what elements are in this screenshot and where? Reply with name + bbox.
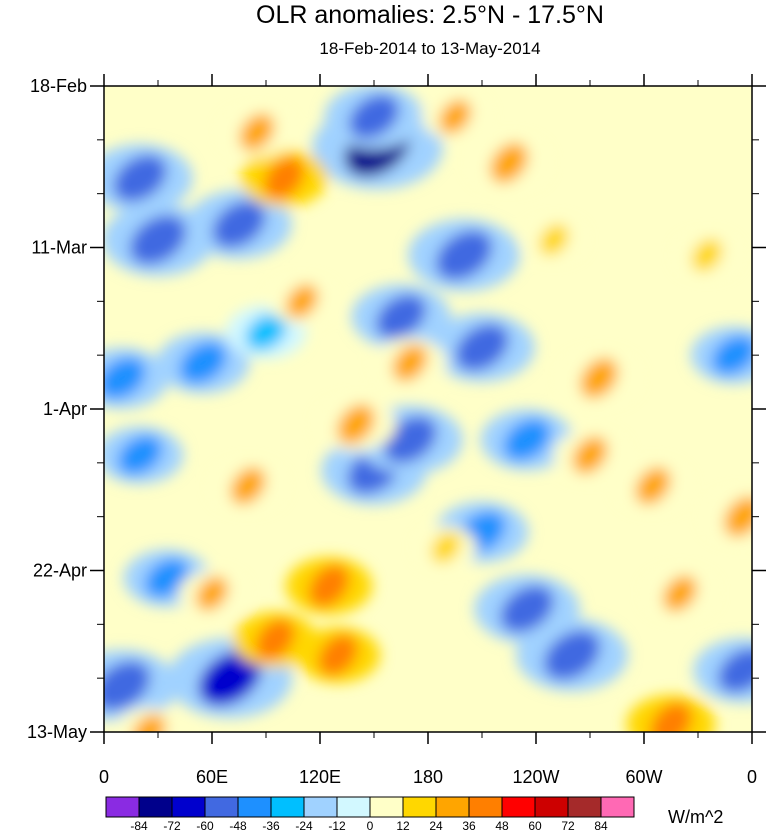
anomaly-feature [439, 99, 471, 134]
anomaly-feature [392, 344, 428, 382]
anomaly-feature [212, 200, 266, 248]
colorbar-level-label: 12 [396, 819, 410, 833]
colorbar-level-label: 24 [429, 819, 443, 833]
y-tick-label: 18-Feb [30, 76, 87, 96]
anomaly-feature [348, 94, 400, 139]
colorbar-level-label: 72 [561, 819, 575, 833]
colorbar-swatch [567, 796, 602, 818]
colorbar-swatch [402, 796, 437, 818]
x-tick-label: 120W [512, 767, 559, 787]
x-tick-label: 0 [99, 767, 109, 787]
anomaly-feature [717, 648, 752, 693]
anomaly-feature [132, 714, 166, 732]
anomaly-feature [375, 294, 427, 339]
colorbar-swatch [369, 796, 404, 818]
colorbar-level-label: 60 [528, 819, 542, 833]
anomaly-feature [145, 558, 189, 598]
colorbar-level-label: 0 [367, 819, 374, 833]
anomaly-feature [383, 416, 437, 464]
x-axis: 0 60E 120E 180 120W 60W 0 [99, 74, 757, 787]
anomaly-feature [543, 630, 601, 680]
anomaly-feature [104, 661, 151, 711]
anomaly-feature [663, 575, 697, 612]
anomaly-feature [580, 358, 618, 399]
colorbar-level-label: 84 [594, 819, 608, 833]
colorbar-swatch [435, 796, 470, 818]
anomaly-feature [539, 224, 569, 256]
anomaly-feature [308, 564, 350, 608]
anomaly-feature [118, 435, 162, 475]
colorbar-swatch [501, 796, 536, 818]
anomaly-feature [245, 313, 287, 351]
chart-title: OLR anomalies: 2.5°N - 17.5°N [256, 1, 604, 29]
y-tick-label: 11-Mar [31, 238, 87, 258]
x-tick-label: 180 [413, 767, 443, 787]
colorbar-swatch [138, 796, 173, 818]
colorbar-level-label: 48 [495, 819, 509, 833]
anomaly-feature [337, 404, 375, 445]
anomaly-feature [104, 357, 146, 400]
y-tick-label: 1-Apr [43, 399, 87, 419]
colorbar-level-label: -72 [163, 819, 181, 833]
colorbar-level-label: -24 [295, 819, 313, 833]
anomaly-feature [455, 323, 509, 371]
colorbar-swatch [204, 796, 239, 818]
plot-area [104, 86, 752, 732]
anomaly-feature [113, 154, 167, 202]
colorbar-swatch [303, 796, 338, 818]
y-axis: 18-Feb 11-Mar 1-Apr 22-Apr 13-May [27, 76, 766, 742]
colorbar-level-label: -60 [196, 819, 214, 833]
anomaly-feature [691, 239, 723, 272]
anomaly-feature [431, 532, 461, 563]
colorbar-level-label: -84 [130, 819, 148, 833]
colorbar-level-label: -36 [262, 819, 280, 833]
anomaly-feature [286, 284, 318, 319]
colorbar-swatch [270, 796, 305, 818]
anomaly-feature [635, 467, 671, 505]
anomaly-feature [503, 418, 551, 461]
y-tick-label: 13-May [27, 722, 87, 742]
anomaly-feature [712, 335, 752, 375]
x-tick-label: 0 [747, 767, 757, 787]
colorbar-swatch [237, 796, 272, 818]
colorbar-swatch [534, 796, 569, 818]
anomaly-feature [650, 702, 692, 732]
colorbar-level-label: 36 [462, 819, 476, 833]
colorbar-level-label: -48 [229, 819, 247, 833]
anomaly-feature [318, 634, 358, 676]
colorbar-level-label: -12 [328, 819, 346, 833]
colorbar-units: W/m^2 [668, 807, 723, 827]
x-tick-label: 60W [625, 767, 662, 787]
anomaly-feature [255, 618, 295, 661]
y-tick-label: 22-Apr [33, 561, 87, 581]
colorbar-swatch [171, 796, 206, 818]
anomaly-feature [230, 467, 266, 505]
anomaly-feature [263, 156, 305, 200]
colorbar-swatch [600, 796, 635, 818]
anomaly-feature [490, 143, 528, 183]
colorbar-swatch [336, 796, 371, 818]
x-tick-label: 60E [196, 767, 228, 787]
colorbar-swatch [105, 796, 140, 818]
colorbar-swatch [468, 796, 503, 818]
anomaly-feature [435, 230, 493, 281]
anomaly-feature [129, 214, 187, 265]
anomaly-feature [196, 576, 228, 611]
anomaly-feature [239, 113, 275, 151]
chart-subtitle: 18-Feb-2014 to 13-May-2014 [319, 39, 541, 58]
anomaly-feature [724, 496, 752, 537]
anomaly-feature [572, 436, 608, 474]
anomaly-feature [500, 585, 554, 633]
anomaly-feature [198, 650, 262, 706]
x-tick-label: 120E [299, 767, 341, 787]
anomaly-feature [179, 342, 227, 384]
colorbar: -84 -72 -60 -48 -36 -24 -12 0 12 24 36 48 60 72 84 [105, 796, 635, 833]
